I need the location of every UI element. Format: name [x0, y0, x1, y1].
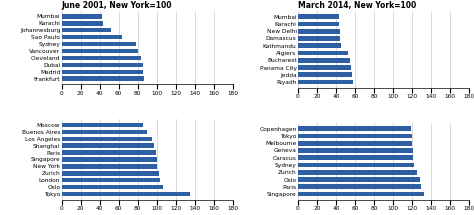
Bar [62, 123, 144, 127]
Bar [62, 21, 102, 26]
Bar [62, 164, 157, 169]
Bar [62, 137, 152, 141]
Bar [298, 170, 417, 175]
Bar [298, 126, 411, 131]
Bar [62, 69, 144, 74]
Bar [62, 157, 157, 162]
Bar [298, 29, 340, 34]
Bar [62, 56, 141, 60]
Bar [62, 185, 164, 189]
Bar [62, 42, 136, 46]
Bar [62, 178, 160, 183]
Bar [298, 14, 339, 19]
Bar [298, 155, 413, 160]
Bar [298, 22, 339, 26]
Bar [298, 192, 424, 197]
Bar [298, 72, 352, 77]
Bar [298, 177, 420, 182]
Bar [62, 171, 159, 176]
Bar [62, 150, 156, 155]
Bar [62, 130, 147, 134]
Bar [62, 192, 190, 196]
Bar [298, 148, 413, 153]
Bar [298, 58, 350, 63]
Bar [62, 77, 145, 81]
Bar [62, 143, 154, 148]
Bar [298, 134, 412, 138]
Bar [62, 14, 101, 18]
Bar [298, 184, 421, 189]
Bar [298, 141, 412, 146]
Bar [62, 28, 111, 32]
Text: March 2014, New York=100: March 2014, New York=100 [298, 1, 416, 10]
Bar [298, 43, 341, 48]
Bar [62, 63, 143, 67]
Bar [298, 51, 348, 55]
Bar [298, 80, 353, 84]
Text: June 2001, New York=100: June 2001, New York=100 [62, 1, 172, 10]
Bar [298, 36, 340, 41]
Bar [62, 35, 121, 39]
Bar [298, 163, 414, 167]
Bar [298, 65, 351, 70]
Bar [62, 49, 138, 53]
